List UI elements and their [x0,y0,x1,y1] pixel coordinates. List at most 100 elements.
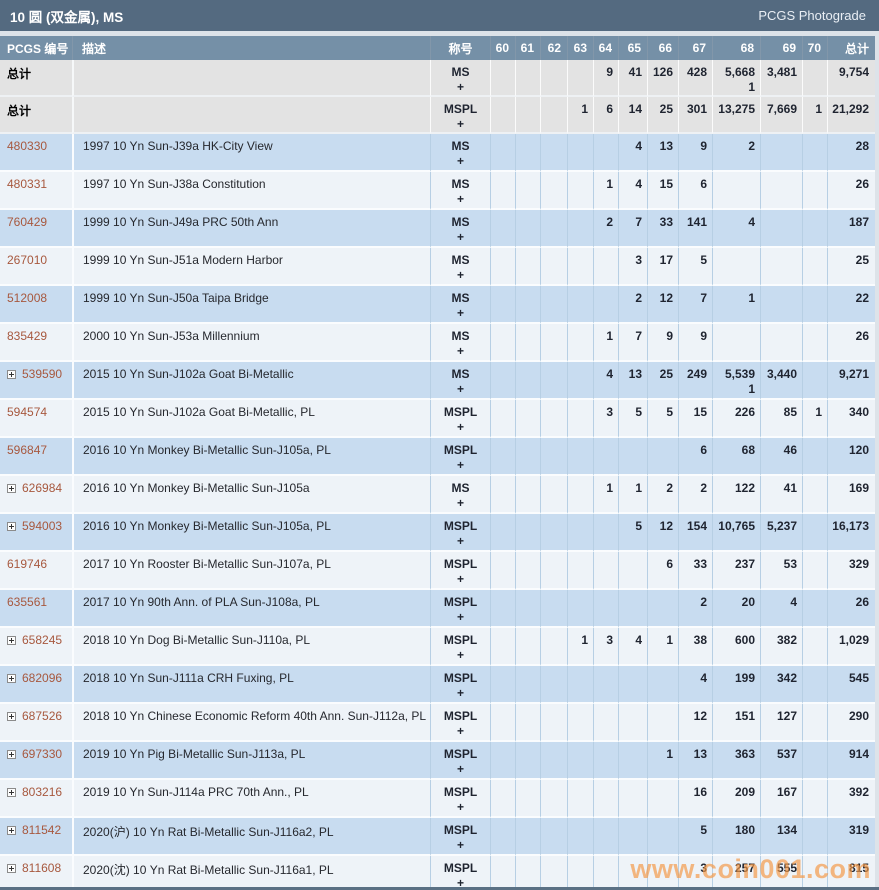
grade-count-cell-64 [593,286,618,324]
pcgs-number-link[interactable]: 596847 [7,443,48,457]
grade-count-cell-69: 537 [760,742,802,780]
grade-count-cell-69: 3,481 [760,60,802,97]
column-header-68: 68 [712,36,760,60]
pcgs-number-link[interactable]: 687526 [22,709,63,723]
grade-count-cell-67: 7 [678,286,712,324]
table-row: 635561 2017 10 Yn 90th Ann. of PLA Sun-J1… [0,590,875,628]
grade-count-cell-68: 4 [712,210,760,248]
grade-count-cell-60 [490,818,515,856]
grade-count-cell-68: 237 [712,552,760,590]
pcgs-number-link[interactable]: 594003 [22,519,63,533]
grade-count-cell-63 [567,362,593,400]
row-total-cell: 187 [827,210,875,248]
grade-count-cell-66: 33 [647,210,678,248]
pcgs-number-link[interactable]: 512008 [7,291,48,305]
expand-plus-icon[interactable] [7,864,16,873]
pcgs-number-link[interactable]: 682096 [22,671,63,685]
grade-count-cell-69 [760,248,802,286]
row-total-cell: 1,029 [827,628,875,666]
grade-count-cell-68: 2 [712,134,760,172]
expand-plus-icon[interactable] [7,522,16,531]
pcgs-number-link[interactable]: 760429 [7,215,48,229]
pcgs-number-link[interactable]: 635561 [7,595,48,609]
grade-count-cell-69 [760,286,802,324]
grade-count-cell-66: 15 [647,172,678,210]
row-total-cell: 28 [827,134,875,172]
pcgs-number-link[interactable]: 803216 [22,785,63,799]
grade-count-cell-64 [593,666,618,704]
pcgs-number-link[interactable]: 539590 [22,367,63,381]
description-cell: 2020(沈) 10 Yn Rat Bi-Metallic Sun-J116a1… [72,856,430,890]
grade-count-cell-63 [567,856,593,890]
photograde-link[interactable]: PCGS Photograde [758,8,866,23]
description-cell: 1999 10 Yn Sun-J50a Taipa Bridge [72,286,430,324]
grade-count-cell-64 [593,552,618,590]
pcgs-number-link[interactable]: 480331 [7,177,48,191]
pcgs-number-link[interactable]: 626984 [22,481,63,495]
grade-count-cell-70 [802,362,827,400]
grade-count-cell-64 [593,514,618,552]
grade-count-cell-67: 5 [678,248,712,286]
pcgs-number-cell: 811608 [0,856,72,890]
grade-count-cell-69: 167 [760,780,802,818]
grade-count-cell-62 [540,97,567,134]
pcgs-number-link[interactable]: 835429 [7,329,48,343]
grade-count-cell-61 [515,60,540,97]
grade-count-cell-68 [712,324,760,362]
expand-plus-icon[interactable] [7,370,16,379]
pcgs-number-link[interactable]: 811542 [22,823,62,837]
grade-count-cell-70 [802,60,827,97]
grade-count-cell-60 [490,590,515,628]
table-row: 811608 2020(沈) 10 Yn Rat Bi-Metallic Sun-… [0,856,875,890]
grade-count-cell-66 [647,438,678,476]
expand-plus-icon[interactable] [7,674,16,683]
row-total-cell: 21,292 [827,97,875,134]
grade-count-cell-65 [618,438,647,476]
grade-count-cell-68: 5,539 1 [712,362,760,400]
pcgs-number-link[interactable]: 658245 [22,633,63,647]
pcgs-number-link[interactable]: 267010 [7,253,48,267]
expand-plus-icon[interactable] [7,788,16,797]
pcgs-number-cell: 512008 [0,286,72,324]
grade-count-cell-64 [593,134,618,172]
table-row: 539590 2015 10 Yn Sun-J102a Goat Bi-Metal… [0,362,875,400]
pcgs-number-link[interactable]: 480330 [7,139,48,153]
pcgs-number-cell: 697330 [0,742,72,780]
pcgs-number-link[interactable]: 619746 [7,557,48,571]
row-total-cell: 545 [827,666,875,704]
pcgs-number-link[interactable]: 594574 [7,405,48,419]
grade-count-cell-60 [490,856,515,890]
pcgs-number-link[interactable]: 811608 [22,861,62,875]
description-cell: 2016 10 Yn Monkey Bi-Metallic Sun-J105a [72,476,430,514]
pcgs-number-link[interactable]: 697330 [22,747,63,761]
grade-count-cell-65 [618,552,647,590]
designation-cell: MSPL + [430,400,490,438]
grade-count-cell-66: 13 [647,134,678,172]
grade-count-cell-65 [618,780,647,818]
header-row: PCGS 编号 描述 称号 60 61 62 63 64 65 66 67 68… [0,36,875,60]
table-row: 835429 2000 10 Yn Sun-J53a Millennium MS + 1… [0,324,875,362]
column-header-70: 70 [802,36,827,60]
expand-plus-icon[interactable] [7,826,16,835]
column-header-69: 69 [760,36,802,60]
grade-count-cell-60 [490,514,515,552]
grade-count-cell-63 [567,590,593,628]
grade-count-cell-60 [490,742,515,780]
table-row: 619746 2017 10 Yn Rooster Bi-Metallic Sun… [0,552,875,590]
expand-plus-icon[interactable] [7,750,16,759]
expand-plus-icon[interactable] [7,712,16,721]
grade-count-cell-60 [490,438,515,476]
expand-plus-icon[interactable] [7,636,16,645]
expand-plus-icon[interactable] [7,484,16,493]
grade-count-cell-66: 12 [647,286,678,324]
grade-count-cell-62 [540,552,567,590]
grade-count-cell-68: 20 [712,590,760,628]
designation-cell: MSPL + [430,590,490,628]
grade-count-cell-70 [802,780,827,818]
grade-count-cell-66 [647,666,678,704]
column-header-66: 66 [647,36,678,60]
grade-count-cell-66: 1 [647,628,678,666]
pcgs-number-cell: 619746 [0,552,72,590]
designation-cell: MSPL + [430,666,490,704]
table-row: 682096 2018 10 Yn Sun-J111a CRH Fuxing, P… [0,666,875,704]
